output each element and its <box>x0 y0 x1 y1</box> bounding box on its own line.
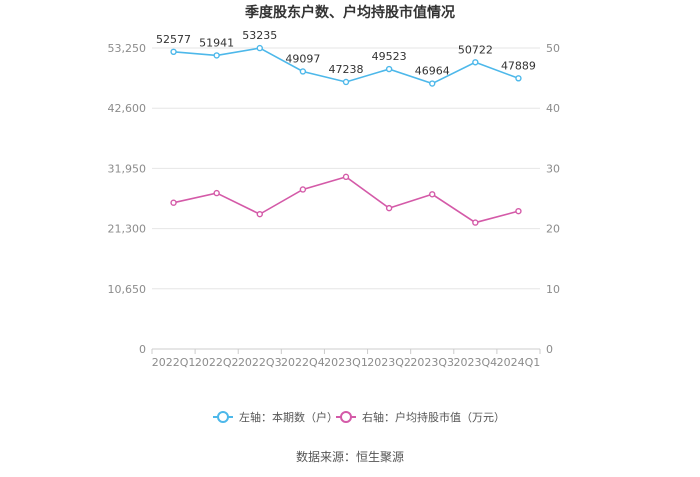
x-tick-label: 2022Q3 <box>238 356 282 369</box>
legend-left-marker <box>217 411 229 423</box>
chart-title: 季度股东户数、户均持股市值情况 <box>244 4 455 21</box>
right-tick-label: 20 <box>546 223 560 236</box>
data-label: 49523 <box>372 50 407 63</box>
legend-right-marker <box>340 411 352 423</box>
x-tick-label: 2022Q1 <box>152 356 196 369</box>
x-tick-label: 2023Q1 <box>324 356 368 369</box>
data-point[interactable] <box>385 204 393 212</box>
data-point[interactable] <box>342 173 350 181</box>
left-tick-label: 0 <box>139 343 146 356</box>
data-point[interactable] <box>515 75 522 82</box>
left-tick-label: 21,300 <box>108 223 147 236</box>
left-tick-label: 53,250 <box>108 42 147 55</box>
data-point[interactable] <box>429 191 436 198</box>
data-label: 52577 <box>156 33 191 46</box>
data-point[interactable] <box>170 199 177 206</box>
data-point[interactable] <box>429 80 436 87</box>
x-tick-label: 2024Q1 <box>497 356 541 369</box>
x-tick-label: 2023Q3 <box>410 356 454 369</box>
left-axis-ticks: 0 10,650 21,300 31,950 42,600 53,250 <box>108 42 147 356</box>
data-label: 49097 <box>285 52 320 65</box>
data-label: 53235 <box>242 29 277 42</box>
series-layer: 52577 51941 53235 49097 47238 49523 46964 50722… <box>156 29 536 226</box>
grid-lines <box>152 47 540 350</box>
data-label: 47889 <box>501 59 536 72</box>
x-axis-ticks: 2022Q1 2022Q2 2022Q3 2022Q4 2023Q1 2023Q2 2023… <box>151 349 541 369</box>
x-tick-label: 2022Q2 <box>195 356 239 369</box>
series-right <box>170 173 522 226</box>
series-left: 52577 51941 53235 49097 47238 49523 46964 50722… <box>156 29 536 87</box>
data-label: 51941 <box>199 36 234 49</box>
right-tick-label: 50 <box>546 42 560 55</box>
x-tick-label: 2023Q2 <box>367 356 411 369</box>
data-point[interactable] <box>385 65 393 73</box>
data-point[interactable] <box>299 186 307 193</box>
data-point[interactable] <box>472 219 479 226</box>
data-label: 46964 <box>415 65 450 78</box>
data-label: 47238 <box>329 63 364 76</box>
x-tick-label: 2023Q4 <box>454 356 498 369</box>
left-tick-label: 10,650 <box>108 283 147 296</box>
legend-item-left-series[interactable]: 左轴：本期数（户） <box>213 410 338 424</box>
legend-right-label: 右轴：户均持股市值（万元） <box>362 410 505 424</box>
series-line-right <box>173 175 519 224</box>
data-point[interactable] <box>472 59 479 66</box>
legend-left-label: 左轴：本期数（户） <box>239 410 338 424</box>
right-tick-label: 30 <box>546 162 560 175</box>
data-point[interactable] <box>299 68 307 75</box>
right-tick-label: 10 <box>546 283 560 296</box>
x-tick-label: 2022Q4 <box>281 356 325 369</box>
data-source: 数据来源：恒生聚源 <box>296 449 404 464</box>
data-point[interactable] <box>342 78 350 86</box>
data-point[interactable] <box>256 44 263 52</box>
data-point[interactable] <box>213 189 220 197</box>
legend-item-right-series[interactable]: 右轴：户均持股市值（万元） <box>336 410 505 424</box>
data-point[interactable] <box>213 52 220 59</box>
data-point[interactable] <box>515 207 522 215</box>
right-axis-ticks: 0 10 20 30 40 50 <box>546 42 560 356</box>
left-tick-label: 42,600 <box>108 102 147 115</box>
right-tick-label: 40 <box>546 102 560 115</box>
data-point[interactable] <box>256 210 263 218</box>
legend: 左轴：本期数（户） 右轴：户均持股市值（万元） <box>213 410 505 424</box>
data-point[interactable] <box>170 48 177 56</box>
left-tick-label: 31,950 <box>108 162 147 175</box>
data-label: 50722 <box>458 43 493 56</box>
right-tick-label: 0 <box>546 343 553 356</box>
